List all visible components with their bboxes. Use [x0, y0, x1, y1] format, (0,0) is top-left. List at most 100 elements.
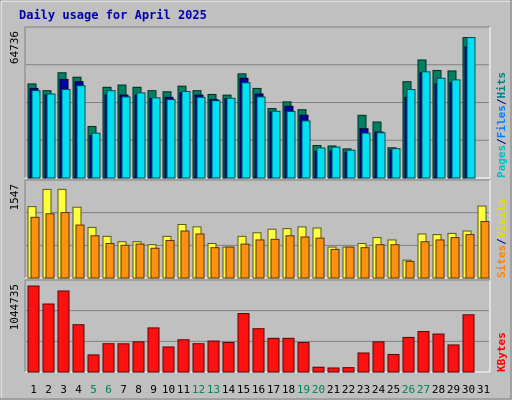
x-tick-label: 27: [417, 383, 430, 396]
bar-sites: [45, 213, 55, 279]
bar-kbytes: [57, 290, 70, 373]
bar-pages: [421, 71, 431, 179]
bar-kbytes: [42, 303, 55, 373]
bar-pages: [256, 96, 266, 179]
x-tick-label: 2: [45, 383, 52, 396]
bar-sites: [435, 239, 445, 279]
bar-pages: [91, 132, 101, 179]
bar-sites: [240, 243, 250, 279]
bar-pages: [451, 79, 461, 179]
x-tick-label: 20: [312, 383, 325, 396]
x-tick-label: 12: [192, 383, 205, 396]
legend-entry: Files: [495, 105, 508, 138]
x-tick-label: 14: [222, 383, 236, 396]
legend-visits-sites: Sites/Visits: [495, 199, 508, 279]
bar-pages: [166, 99, 176, 179]
legend-kbytes: KBytes: [495, 332, 508, 372]
bar-kbytes: [432, 333, 445, 373]
bar-pages: [121, 96, 131, 179]
x-tick-label: 22: [342, 383, 355, 396]
bar-sites: [165, 240, 175, 279]
x-tick-label: 4: [75, 383, 82, 396]
bar-sites: [105, 243, 115, 279]
bar-pages: [31, 90, 41, 179]
legend-entry: Hits: [495, 72, 508, 99]
legend-entry: /: [495, 138, 508, 145]
bar-kbytes: [447, 344, 460, 373]
bar-kbytes: [162, 346, 175, 373]
legend-entry: /: [495, 238, 508, 245]
bar-sites: [390, 244, 400, 279]
bar-pages: [211, 100, 221, 179]
x-tick-label: 26: [402, 383, 415, 396]
bar-pages: [181, 91, 191, 179]
bar-pages: [376, 132, 386, 179]
x-tick-label: 9: [150, 383, 157, 396]
x-tick-label: 18: [282, 383, 295, 396]
bar-pages: [241, 82, 251, 179]
bar-pages: [61, 89, 71, 179]
x-tick-label: 11: [177, 383, 190, 396]
panel-visits-sites: 1547 Sites/Visits: [8, 179, 508, 279]
x-tick-label: 8: [135, 383, 142, 396]
bar-pages: [106, 90, 116, 179]
bar-sites: [90, 235, 100, 279]
x-tick-label: 15: [237, 383, 250, 396]
bar-kbytes: [147, 327, 160, 373]
bar-pages: [301, 120, 311, 179]
legend-entry: Pages: [495, 145, 508, 178]
y-max-label: 64736: [8, 31, 21, 64]
chart-title: Daily usage for April 2025: [19, 8, 207, 22]
bar-sites: [60, 212, 70, 279]
bar-sites: [150, 247, 160, 279]
bar-pages: [466, 37, 476, 179]
bar-sites: [360, 247, 370, 279]
bar-kbytes: [72, 324, 85, 373]
x-tick-label: 19: [297, 383, 310, 396]
x-tick-label: 17: [267, 383, 280, 396]
x-tick-label: 29: [447, 383, 460, 396]
bar-sites: [315, 237, 325, 279]
bar-pages: [331, 146, 341, 179]
bar-sites: [450, 237, 460, 279]
bar-sites: [465, 234, 475, 279]
bar-pages: [226, 97, 236, 179]
bar-kbytes: [402, 336, 415, 373]
y-max-label: 1044735: [8, 284, 21, 330]
bar-sites: [345, 246, 355, 279]
x-tick-label: 24: [372, 383, 386, 396]
bar-pages: [151, 97, 161, 179]
bar-kbytes: [462, 314, 475, 373]
legend-entry: Sites: [495, 245, 508, 278]
bar-kbytes: [222, 341, 235, 373]
bar-sites: [120, 244, 130, 279]
panel-kbytes: 1044735 KBytes: [8, 279, 508, 373]
bar-pages: [196, 96, 206, 179]
bar-sites: [330, 248, 340, 279]
bar-kbytes: [357, 352, 370, 373]
bar-kbytes: [312, 366, 325, 373]
bar-pages: [136, 92, 146, 179]
bar-kbytes: [252, 328, 265, 373]
bar-kbytes: [387, 353, 400, 373]
bar-kbytes: [177, 339, 190, 373]
bar-pages: [361, 132, 371, 179]
x-tick-label: 6: [105, 383, 112, 396]
bar-pages: [316, 147, 326, 179]
bar-kbytes: [282, 337, 295, 373]
x-tick-label: 25: [387, 383, 400, 396]
bar-sites: [420, 241, 430, 279]
bar-pages: [286, 110, 296, 179]
x-tick-label: 10: [162, 383, 175, 396]
x-tick-label: 30: [462, 383, 475, 396]
bar-pages: [46, 93, 56, 179]
x-tick-label: 5: [90, 383, 97, 396]
x-axis-labels: 1 2 3 4 5 6 7 8 9 10 11 12 13 14 15 16 17 18 19 20 21 22 23 24 2…: [30, 383, 490, 396]
bar-sites: [195, 233, 205, 279]
bar-sites: [285, 235, 295, 279]
bar-kbytes: [207, 340, 220, 373]
bar-sites: [210, 247, 220, 279]
bar-sites: [270, 238, 280, 279]
x-tick-label: 3: [60, 383, 67, 396]
